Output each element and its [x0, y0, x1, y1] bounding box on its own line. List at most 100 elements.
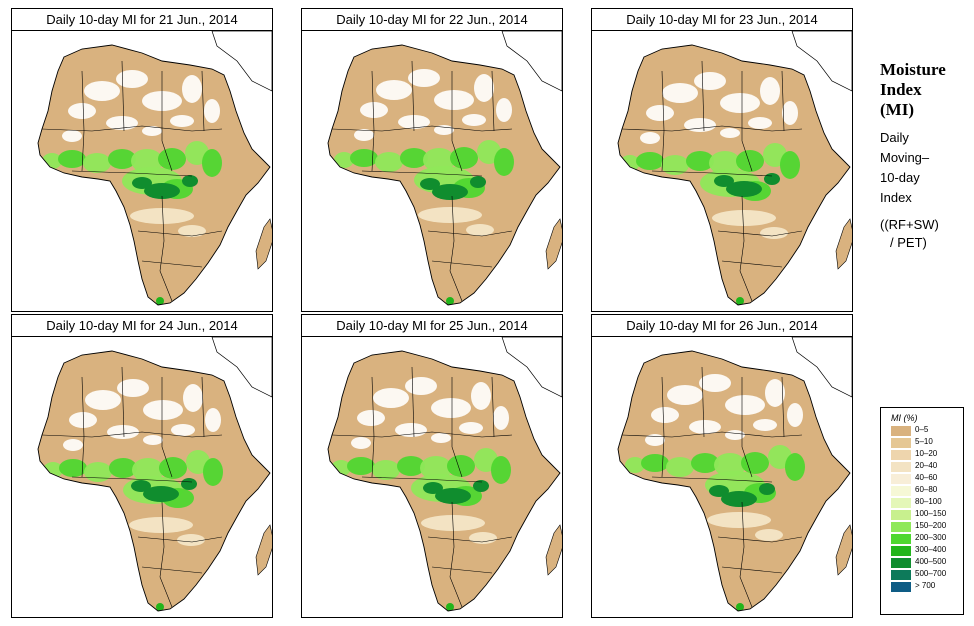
- desert-patch: [720, 93, 760, 113]
- side-title: Moisture Index (MI): [880, 60, 972, 120]
- wet-patch: [159, 457, 187, 479]
- very-wet-patch: [181, 478, 197, 490]
- country-border: [739, 195, 753, 302]
- madagascar: [835, 218, 852, 270]
- very-wet-patch: [432, 184, 468, 200]
- middle-east-outline: [211, 31, 272, 92]
- panel-title: Daily 10-day MI for 23 Jun., 2014: [591, 8, 853, 31]
- dry-patch: [418, 207, 482, 223]
- map-panel-1: Daily 10-day MI for 21 Jun., 2014: [11, 8, 273, 312]
- wet-patch: [334, 152, 354, 168]
- legend: MI (%) 0–5 5–10 10–20 20–40 40–60 60–80 80–100…: [880, 407, 964, 615]
- moisture-field: [331, 366, 513, 611]
- map-panel-4: Daily 10-day MI for 24 Jun., 2014: [11, 314, 273, 618]
- desert-patch: [357, 410, 385, 426]
- country-border: [741, 377, 753, 478]
- desert-patch: [474, 74, 494, 102]
- moisture-map: [301, 30, 563, 312]
- country-border: [159, 501, 173, 608]
- moisture-map: [11, 336, 273, 618]
- map-panel-3: Daily 10-day MI for 23 Jun., 2014: [591, 8, 853, 312]
- africa-map-svg: [37, 337, 272, 612]
- country-border: [71, 170, 193, 177]
- wet-patch: [58, 150, 86, 168]
- legend-entry: 0–5: [881, 424, 963, 436]
- desert-patch: [640, 132, 660, 144]
- madagascar: [255, 218, 272, 270]
- side-desc-line1: Daily: [880, 130, 909, 145]
- wet-patch: [709, 151, 741, 175]
- side-desc-line4: Index: [880, 190, 912, 205]
- country-border: [81, 70, 85, 172]
- dry-patch: [177, 534, 205, 546]
- desert-patch: [787, 403, 803, 427]
- desert-patch: [651, 407, 679, 423]
- legend-label: 150–200: [915, 521, 947, 530]
- legend-rows: 0–5 5–10 10–20 20–40 40–60 60–80 80–100 100–150…: [881, 424, 963, 592]
- legend-entry: 400–500: [881, 556, 963, 568]
- country-border: [41, 431, 223, 438]
- country-border: [137, 230, 223, 237]
- legend-entry: 500–700: [881, 568, 963, 580]
- country-border: [661, 70, 665, 172]
- wet-patch: [347, 457, 375, 475]
- legend-swatch: [891, 450, 911, 460]
- legend-label: 400–500: [915, 557, 947, 566]
- moisture-field: [41, 60, 223, 305]
- side-formula: ((RF+SW) / PET): [880, 216, 972, 252]
- moisture-field: [331, 60, 514, 305]
- very-wet-patch: [709, 485, 729, 497]
- desert-patch: [646, 105, 674, 121]
- moisture-field: [620, 60, 803, 305]
- coastline: [327, 350, 561, 612]
- legend-label: > 700: [915, 581, 936, 590]
- wet-patch: [661, 155, 689, 175]
- wet-patch: [397, 456, 425, 476]
- legend-label: 0–5: [915, 425, 929, 434]
- country-border: [651, 170, 773, 177]
- desert-patch: [360, 102, 388, 118]
- desert-patch: [684, 118, 716, 132]
- country-border: [781, 376, 785, 438]
- side-formula-line2: / PET): [890, 235, 927, 250]
- legend-swatch: [891, 474, 911, 484]
- very-wet-patch: [473, 480, 489, 492]
- country-border: [161, 377, 173, 478]
- desert-patch: [373, 388, 409, 408]
- country-border: [717, 230, 803, 237]
- country-border: [141, 566, 203, 574]
- legend-entry: 300–400: [881, 544, 963, 556]
- country-border: [427, 536, 513, 543]
- middle-east-outline: [501, 337, 562, 398]
- desert-patch: [459, 422, 483, 434]
- desert-patch: [782, 101, 798, 125]
- desert-patch: [142, 126, 162, 136]
- wet-patch: [636, 152, 664, 170]
- side-title-line2: Index: [880, 80, 922, 99]
- legend-entry: 80–100: [881, 496, 963, 508]
- legend-label: 60–80: [915, 485, 938, 494]
- country-border: [717, 536, 803, 543]
- legend-label: 100–150: [915, 509, 947, 518]
- country-border: [121, 366, 125, 438]
- wet-patch: [83, 153, 111, 173]
- coastline: [327, 44, 561, 306]
- very-wet-patch: [764, 173, 780, 185]
- wet-patch: [131, 149, 163, 173]
- legend-label: 10–20: [915, 449, 938, 458]
- country-border: [121, 60, 125, 132]
- country-border: [161, 71, 173, 172]
- country-border: [701, 60, 705, 132]
- wet-patch: [158, 148, 186, 170]
- wet-patch: [203, 458, 223, 486]
- side-title-line1: Moisture: [880, 60, 946, 79]
- side-desc-line2: Moving–: [880, 150, 930, 165]
- moisture-field: [41, 366, 223, 611]
- country-border: [201, 70, 205, 132]
- country-border: [411, 60, 415, 132]
- desert-patch: [720, 128, 740, 138]
- very-wet-patch: [143, 486, 179, 502]
- country-border: [137, 536, 223, 543]
- desert-patch: [725, 395, 765, 415]
- side-description: Daily Moving– 10-day Index: [880, 128, 972, 208]
